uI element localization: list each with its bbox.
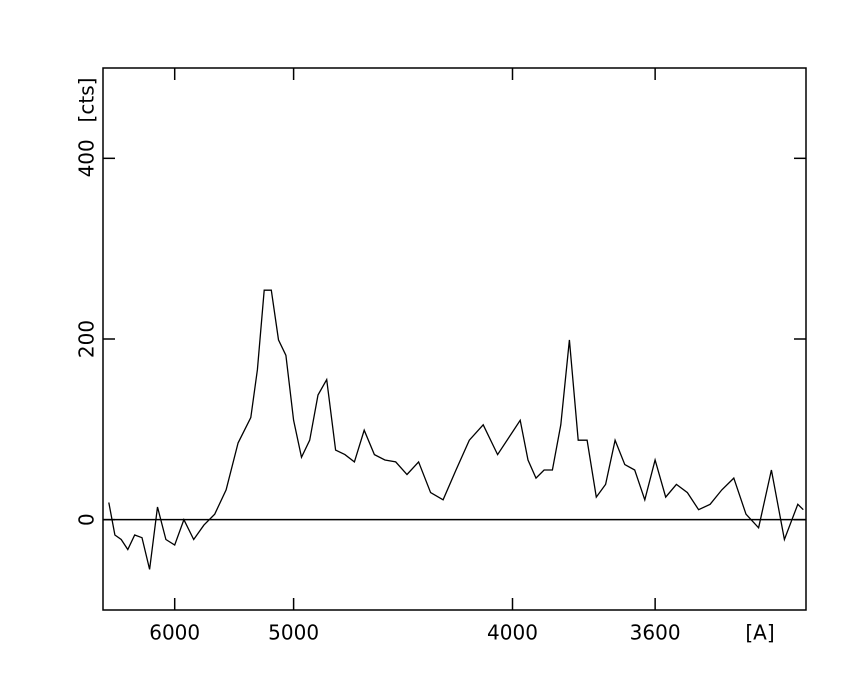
x-tick-label: 4000 <box>487 621 538 645</box>
x-tick-label: 6000 <box>149 621 200 645</box>
y-tick-label: 400 <box>75 139 99 177</box>
y-axis-label: [cts] <box>75 78 99 123</box>
x-tick-label: 5000 <box>268 621 319 645</box>
spectrum-line <box>108 289 804 570</box>
y-tick-label: 200 <box>75 320 99 358</box>
x-axis-label: [A] <box>745 621 774 645</box>
y-tick-label: 0 <box>75 513 99 526</box>
plot-frame <box>102 67 807 611</box>
x-tick-label: 3600 <box>630 621 681 645</box>
